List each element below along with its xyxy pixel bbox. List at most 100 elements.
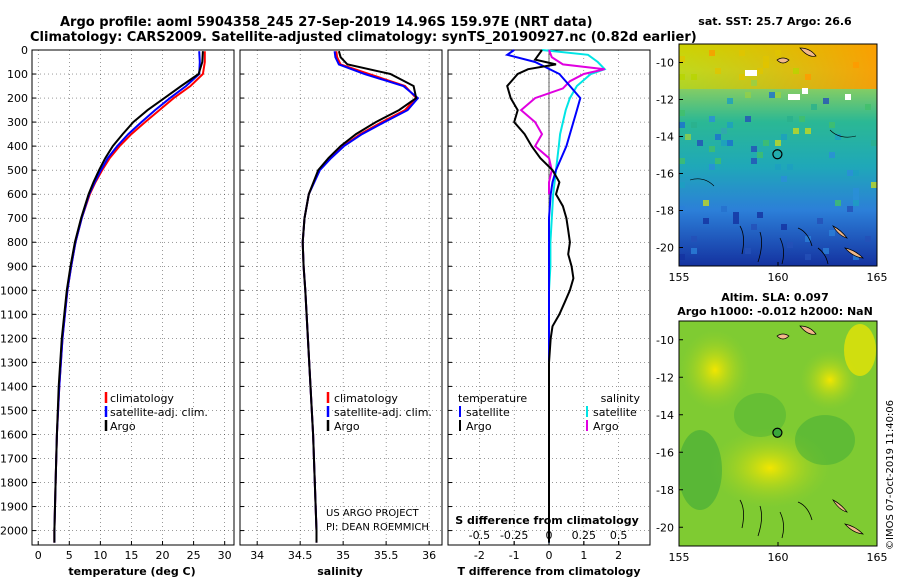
- depth-tick-label: 300: [7, 116, 28, 129]
- sla-low: [795, 415, 855, 465]
- depth-tick-label: 1300: [0, 356, 28, 369]
- sst-pixel: [691, 236, 697, 242]
- depth-tick-label: 1000: [0, 284, 28, 297]
- sst-pixel: [853, 200, 859, 206]
- series-line-climatology: [301, 51, 418, 543]
- map-y-tick-label: -10: [656, 57, 674, 70]
- bathymetry-contour: [689, 129, 857, 187]
- sst-pixel: [685, 134, 691, 140]
- depth-tick-label: 200: [7, 92, 28, 105]
- x-tick-label: 0.5: [610, 529, 628, 542]
- sst-pixel: [679, 110, 685, 116]
- sst-pixel: [757, 68, 763, 74]
- title-line-2: Climatology: CARS2009. Satellite-adjuste…: [30, 30, 697, 45]
- sst-pixel: [865, 236, 871, 242]
- x-tick-label: -2: [474, 549, 485, 562]
- depth-tick-label: 100: [7, 68, 28, 81]
- x-tick-label: 15: [124, 549, 138, 562]
- sst-pixel: [865, 104, 871, 110]
- sla-map-subtitle: Argo h1000: -0.012 h2000: NaN: [677, 305, 873, 318]
- salinity-x-ticks: 34 34.5 35 35.5 36: [250, 50, 436, 562]
- sla-map-axes: 155 160 165 -10 -12 -14 -16 -18 -20: [656, 334, 887, 564]
- legend-temperature-header: temperature: [458, 392, 527, 405]
- credit-pi: PI: DEAN ROEMMICH: [326, 522, 429, 533]
- sst-pixel: [853, 188, 859, 194]
- series-line-satellite-adj-clim-: [53, 51, 201, 543]
- sst-pixel: [721, 140, 727, 146]
- sst-pixel: [709, 146, 715, 152]
- sst-pixel: [871, 182, 877, 188]
- series-line-argo: [301, 50, 418, 543]
- sst-pixel: [829, 122, 835, 128]
- sla-map-title: Altim. SLA: 0.097: [721, 291, 828, 304]
- legend-t-argo: Argo: [466, 420, 492, 433]
- sst-map: [679, 44, 877, 266]
- series-line-t-argo: [506, 49, 575, 543]
- depth-tick-label: 1200: [0, 332, 28, 345]
- sst-pixel: [781, 176, 787, 182]
- island: [799, 325, 817, 335]
- map-y-tick-label: -12: [656, 371, 674, 384]
- sst-pixel: [679, 182, 685, 188]
- sst-pixel: [853, 194, 859, 200]
- island: [832, 225, 848, 239]
- sst-pixel: [847, 170, 853, 176]
- x-tick-label: -0.5: [469, 529, 490, 542]
- depth-tick-label: 1100: [0, 308, 28, 321]
- sst-pixel: [697, 140, 703, 146]
- depth-tick-label: 400: [7, 140, 28, 153]
- map-y-tick-label: -20: [656, 521, 674, 534]
- sst-pixel: [709, 50, 715, 56]
- sst-pixel: [805, 74, 811, 80]
- map-y-tick-label: -16: [656, 168, 674, 181]
- depth-tick-label: 900: [7, 260, 28, 273]
- sst-pixel: [775, 92, 781, 98]
- sst-pixel: [775, 50, 781, 56]
- temperature-legend: climatology satellite-adj. clim. Argo: [104, 392, 208, 433]
- legend-s-satellite: satellite: [593, 406, 637, 419]
- sst-pixel: [751, 80, 757, 86]
- sst-pixel: [733, 218, 739, 224]
- sst-missing-pixel: [794, 94, 800, 100]
- title-line-1: Argo profile: aoml 5904358_245 27-Sep-20…: [60, 15, 593, 30]
- sst-pixel: [691, 74, 697, 80]
- depth-tick-label: 600: [7, 188, 28, 201]
- sst-pixel: [745, 248, 751, 254]
- sst-map-axes: 155 160 165 -10 -12 -14 -16 -18 -20: [656, 57, 887, 285]
- x-tick-label: 0.25: [572, 529, 597, 542]
- x-tick-label: -1: [509, 549, 520, 562]
- sst-pixel: [853, 254, 859, 260]
- sst-pixel: [679, 206, 685, 212]
- sst-pixel: [679, 158, 685, 164]
- sla-low: [734, 393, 786, 437]
- sst-pixel: [793, 68, 799, 74]
- x-tick-label: 34: [250, 549, 264, 562]
- map-y-tick-label: -18: [656, 205, 674, 218]
- sst-pixel: [775, 164, 781, 170]
- legend-climatology: climatology: [110, 392, 174, 405]
- sst-pixel: [751, 224, 757, 230]
- sst-pixel: [793, 128, 799, 134]
- sst-pixel: [679, 56, 685, 62]
- sst-pixel: [757, 212, 763, 218]
- sst-pixel: [823, 98, 829, 104]
- sst-missing-pixel: [802, 88, 808, 94]
- salinity-xlabel: salinity: [317, 565, 363, 578]
- legend-satellite: satellite-adj. clim.: [334, 406, 432, 419]
- sst-pixel: [739, 50, 745, 56]
- sst-pixel: [805, 254, 811, 260]
- map-y-tick-label: -20: [656, 242, 674, 255]
- island: [776, 333, 790, 340]
- sst-pixels: [679, 50, 877, 260]
- map-y-tick-label: -16: [656, 446, 674, 459]
- sst-pixel: [679, 254, 685, 260]
- sst-missing-pixel: [788, 94, 794, 100]
- island: [844, 247, 864, 259]
- sla-map: [679, 321, 877, 546]
- x-tick-label: 35.5: [374, 549, 399, 562]
- sst-pixel: [829, 152, 835, 158]
- sst-pixel: [763, 62, 769, 68]
- sst-pixel: [769, 92, 775, 98]
- sst-pixel: [739, 74, 745, 80]
